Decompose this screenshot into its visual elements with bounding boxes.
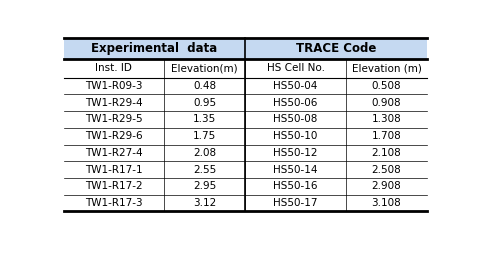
Text: TW1-R29-4: TW1-R29-4 <box>85 98 142 108</box>
Text: TW1-R17-3: TW1-R17-3 <box>85 198 142 208</box>
Text: HS50-04: HS50-04 <box>274 81 318 91</box>
Text: Inst. ID: Inst. ID <box>95 63 132 73</box>
Text: TW1-R17-1: TW1-R17-1 <box>85 164 142 175</box>
Text: HS Cell No.: HS Cell No. <box>266 63 324 73</box>
Text: 2.95: 2.95 <box>193 181 216 191</box>
Text: 1.708: 1.708 <box>372 131 401 141</box>
Text: 1.308: 1.308 <box>372 115 401 125</box>
Text: HS50-10: HS50-10 <box>274 131 318 141</box>
Text: 2.908: 2.908 <box>372 181 401 191</box>
Text: Elevation(m): Elevation(m) <box>171 63 238 73</box>
Text: 2.55: 2.55 <box>193 164 216 175</box>
Text: TW1-R09-3: TW1-R09-3 <box>85 81 142 91</box>
Text: 2.08: 2.08 <box>193 148 216 158</box>
Text: HS50-16: HS50-16 <box>273 181 318 191</box>
Text: 2.508: 2.508 <box>372 164 401 175</box>
Text: TW1-R29-6: TW1-R29-6 <box>85 131 142 141</box>
Text: TW1-R29-5: TW1-R29-5 <box>85 115 142 125</box>
Text: TW1-R27-4: TW1-R27-4 <box>85 148 142 158</box>
Text: TW1-R17-2: TW1-R17-2 <box>85 181 142 191</box>
Text: 2.108: 2.108 <box>372 148 401 158</box>
Text: 1.35: 1.35 <box>193 115 216 125</box>
Text: TRACE Code: TRACE Code <box>296 42 376 55</box>
Text: 0.908: 0.908 <box>372 98 401 108</box>
Text: 3.108: 3.108 <box>372 198 401 208</box>
Text: 0.95: 0.95 <box>193 98 216 108</box>
Text: Experimental  data: Experimental data <box>91 42 217 55</box>
Text: HS50-06: HS50-06 <box>274 98 318 108</box>
Text: HS50-08: HS50-08 <box>274 115 318 125</box>
Text: HS50-17: HS50-17 <box>273 198 318 208</box>
Text: Elevation (m): Elevation (m) <box>352 63 422 73</box>
Text: 0.508: 0.508 <box>372 81 401 91</box>
Text: HS50-12: HS50-12 <box>273 148 318 158</box>
Text: HS50-14: HS50-14 <box>273 164 318 175</box>
Text: 1.75: 1.75 <box>193 131 216 141</box>
Text: 3.12: 3.12 <box>193 198 216 208</box>
Text: 0.48: 0.48 <box>193 81 216 91</box>
